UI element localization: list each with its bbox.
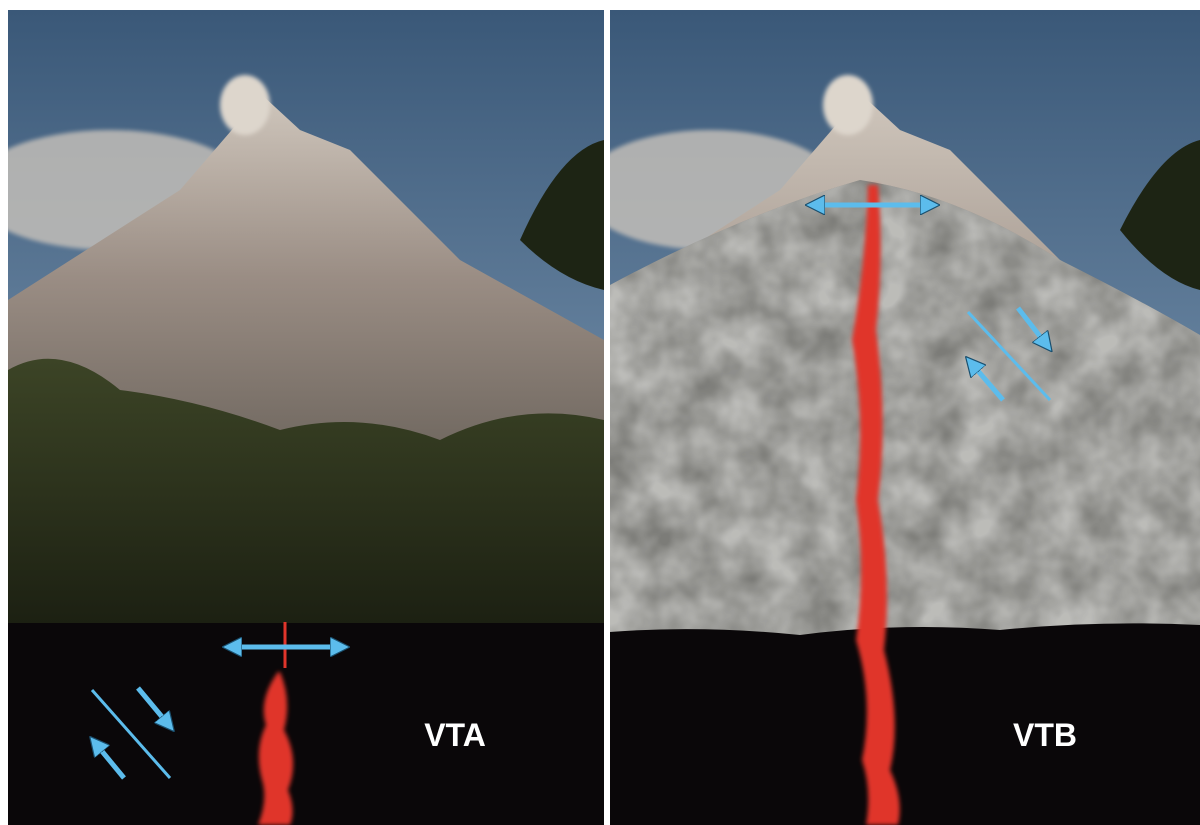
panel-label: VTA	[424, 717, 486, 753]
panel-vtb: VTB	[610, 10, 1200, 825]
panel-label: VTB	[1013, 717, 1077, 753]
panel-vta: VTA	[8, 10, 604, 825]
